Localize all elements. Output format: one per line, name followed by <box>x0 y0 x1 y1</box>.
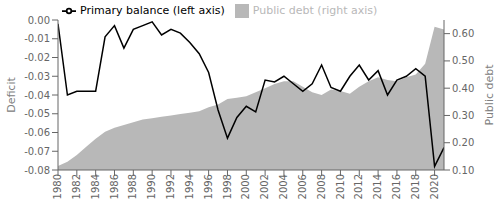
html-text:Primary balance (left axis): Primary balance (left axis) <box>80 4 225 17</box>
svg-text:1988: 1988 <box>127 174 138 199</box>
svg-text:1998: 1998 <box>222 174 233 199</box>
svg-text:2000: 2000 <box>240 174 251 199</box>
svg-text:2010: 2010 <box>335 174 346 199</box>
svg-text:0.50: 0.50 <box>452 55 474 66</box>
svg-text:0.20: 0.20 <box>452 137 474 148</box>
svg-text:-0.03: -0.03 <box>24 71 50 82</box>
svg-text:2020: 2020 <box>429 174 440 199</box>
svg-text:0.00: 0.00 <box>28 15 50 26</box>
svg-text:0.60: 0.60 <box>452 28 474 39</box>
svg-text:-0.04: -0.04 <box>24 90 50 101</box>
svg-text:1990: 1990 <box>146 174 157 199</box>
svg-text:2018: 2018 <box>410 174 421 199</box>
svg-text:1986: 1986 <box>109 174 120 199</box>
svg-text:Deficit: Deficit <box>5 77 18 113</box>
svg-text:-0.01: -0.01 <box>24 33 50 44</box>
svg-text:2002: 2002 <box>259 174 270 199</box>
svg-text:0.30: 0.30 <box>452 110 474 121</box>
svg-text:2012: 2012 <box>353 174 364 199</box>
svg-text:0.40: 0.40 <box>452 83 474 94</box>
svg-text:2006: 2006 <box>297 174 308 199</box>
svg-text:2016: 2016 <box>391 174 402 199</box>
svg-text:1980: 1980 <box>52 174 63 199</box>
svg-text:-0.05: -0.05 <box>24 108 50 119</box>
svg-text:-0.06: -0.06 <box>24 127 50 138</box>
svg-text:2014: 2014 <box>372 174 383 199</box>
svg-text:1982: 1982 <box>71 174 82 199</box>
svg-text:1992: 1992 <box>165 174 176 199</box>
svg-text:-0.08: -0.08 <box>24 165 50 176</box>
html-text:Public debt (right axis): Public debt (right axis) <box>252 4 378 17</box>
svg-text:2004: 2004 <box>278 174 289 199</box>
svg-text:2008: 2008 <box>316 174 327 199</box>
svg-text:0.10: 0.10 <box>452 165 474 176</box>
svg-text:1994: 1994 <box>184 174 195 199</box>
svg-text:Public debt: Public debt <box>483 64 496 126</box>
svg-text:1984: 1984 <box>90 174 101 199</box>
svg-text:-0.07: -0.07 <box>24 146 50 157</box>
svg-text:-0.02: -0.02 <box>24 52 50 63</box>
svg-text:1996: 1996 <box>203 174 214 199</box>
